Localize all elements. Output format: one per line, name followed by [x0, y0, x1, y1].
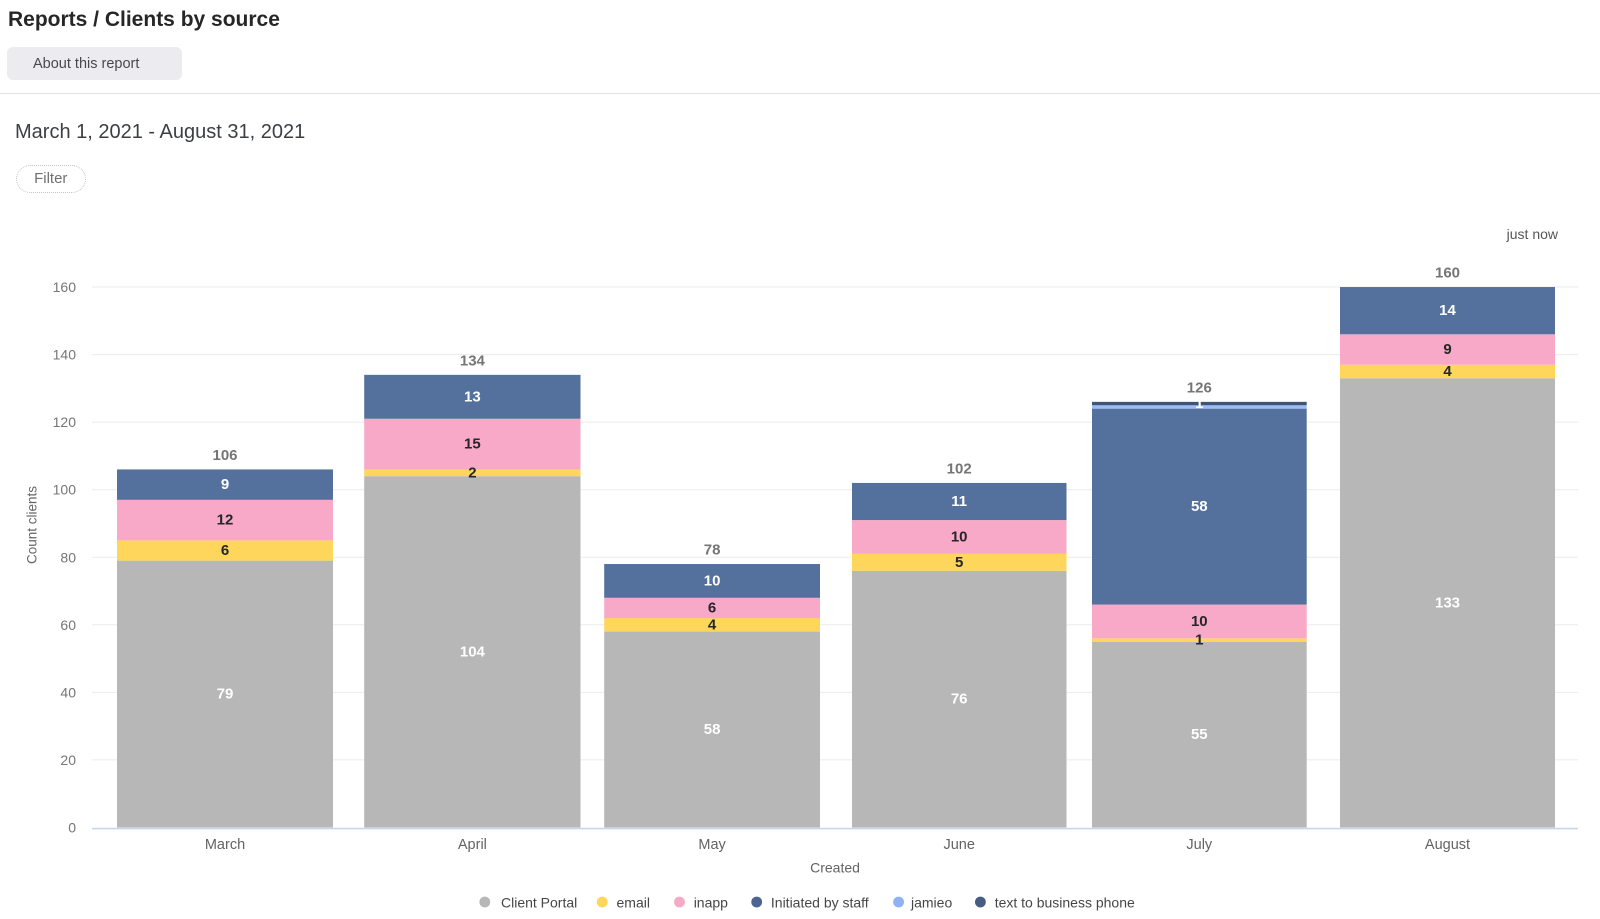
svg-text:6: 6	[708, 599, 716, 616]
svg-text:March: March	[205, 837, 245, 853]
svg-text:12: 12	[217, 512, 234, 529]
svg-text:40: 40	[60, 684, 76, 700]
svg-text:6: 6	[221, 542, 229, 559]
svg-text:11: 11	[951, 493, 967, 510]
svg-text:160: 160	[53, 279, 77, 295]
svg-text:60: 60	[60, 617, 76, 633]
svg-text:14: 14	[1439, 302, 1456, 319]
svg-text:1: 1	[1195, 632, 1203, 649]
svg-text:4: 4	[708, 616, 717, 633]
svg-text:Created: Created	[810, 860, 860, 876]
svg-text:58: 58	[1191, 498, 1208, 515]
svg-text:100: 100	[53, 482, 77, 498]
svg-text:0: 0	[68, 820, 76, 836]
svg-text:120: 120	[53, 414, 77, 430]
svg-text:July: July	[1186, 837, 1213, 853]
svg-text:78: 78	[704, 542, 721, 559]
svg-text:2: 2	[468, 464, 476, 481]
svg-text:9: 9	[221, 476, 229, 493]
svg-text:1: 1	[1195, 395, 1203, 412]
svg-text:58: 58	[704, 721, 721, 738]
svg-text:9: 9	[1443, 341, 1451, 358]
svg-text:10: 10	[951, 528, 968, 545]
svg-text:text to business phone: text to business phone	[995, 895, 1135, 911]
svg-text:June: June	[943, 837, 974, 853]
svg-text:106: 106	[212, 447, 237, 464]
svg-text:email: email	[617, 895, 650, 911]
svg-text:jamieo: jamieo	[910, 895, 952, 911]
svg-text:104: 104	[460, 643, 486, 660]
svg-text:April: April	[458, 837, 487, 853]
svg-text:10: 10	[1191, 613, 1208, 630]
svg-text:80: 80	[60, 549, 76, 565]
svg-text:15: 15	[464, 436, 481, 453]
svg-text:134: 134	[460, 352, 486, 369]
svg-text:20: 20	[60, 752, 76, 768]
svg-text:126: 126	[1187, 379, 1212, 396]
svg-text:55: 55	[1191, 726, 1208, 743]
svg-text:Client Portal: Client Portal	[501, 895, 577, 911]
svg-text:160: 160	[1435, 265, 1460, 282]
svg-text:79: 79	[217, 686, 234, 703]
svg-text:August: August	[1425, 837, 1470, 853]
svg-text:140: 140	[53, 347, 77, 363]
svg-text:102: 102	[947, 460, 972, 477]
svg-text:76: 76	[951, 691, 968, 708]
svg-text:5: 5	[955, 554, 963, 571]
svg-text:13: 13	[464, 388, 481, 405]
svg-text:133: 133	[1435, 594, 1460, 611]
svg-text:4: 4	[1443, 363, 1452, 380]
svg-text:inapp: inapp	[694, 895, 728, 911]
svg-text:10: 10	[704, 572, 721, 589]
svg-text:Initiated by staff: Initiated by staff	[771, 895, 869, 911]
svg-text:Count clients: Count clients	[25, 486, 40, 564]
svg-text:May: May	[698, 837, 726, 853]
